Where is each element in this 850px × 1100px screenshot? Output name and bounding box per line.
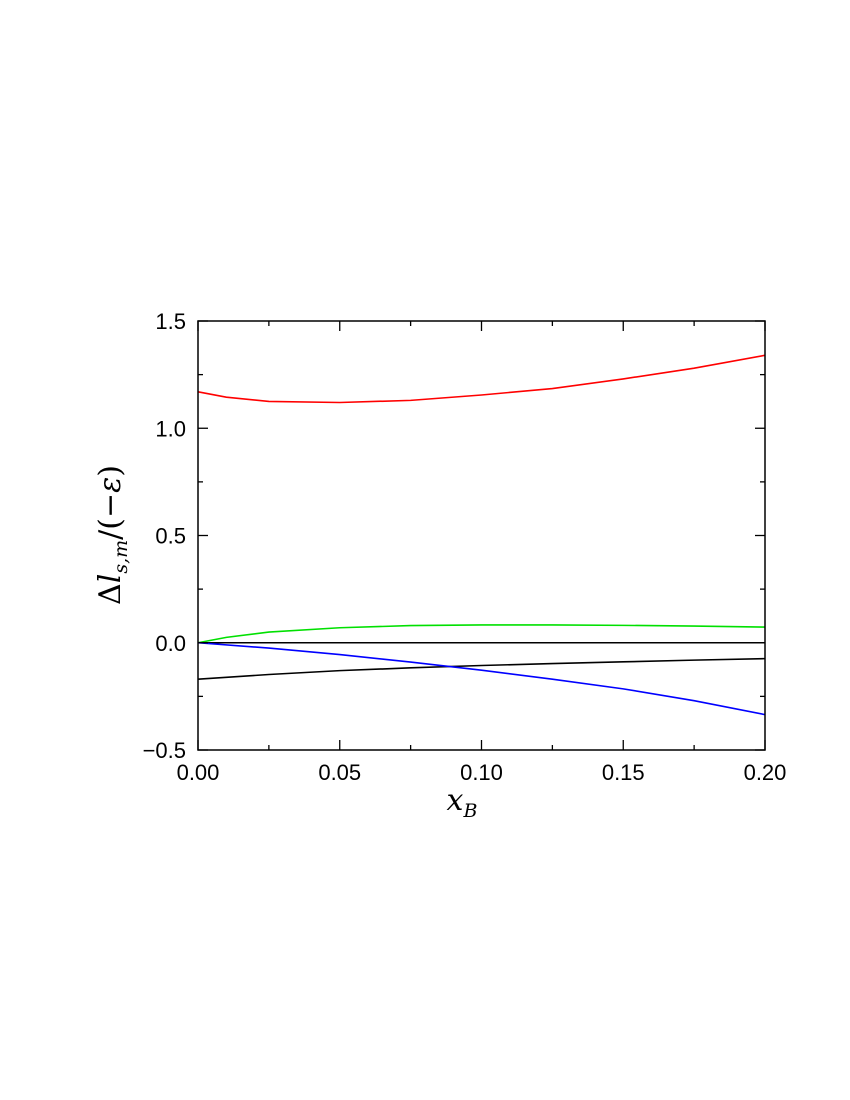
x-tick-label: 0.10 [460,760,503,785]
series-line-5 [197,641,766,716]
y-axis-title: Δls,m/(−ε) [93,465,132,605]
y-tick-label: 1.0 [155,416,186,441]
x-tick-label: 0.15 [602,760,645,785]
series-line-1 [197,354,766,404]
series-line-4 [197,657,766,681]
series-layer [197,354,766,716]
x-tick-label: 0.05 [318,760,361,785]
tick-layer: 0.00 0.05 0.10 0.15 0.20 −0.5 0.0 0.5 1.0 1.5 [143,309,787,785]
y-tick-label: 0.0 [155,631,186,656]
x-axis-title-subscript: B [462,800,477,822]
y-tick-label: 0.5 [155,524,186,549]
y-tick-label: −0.5 [143,738,186,763]
y-axis-title-subscript: s,m [110,540,132,574]
x-tick-label: 0.00 [177,760,220,785]
y-tick-label: 1.5 [155,309,186,334]
plot-frame [197,320,766,751]
series-line-2 [197,624,766,644]
x-axis-title: xB [447,783,478,822]
x-tick-label: 0.20 [744,760,787,785]
